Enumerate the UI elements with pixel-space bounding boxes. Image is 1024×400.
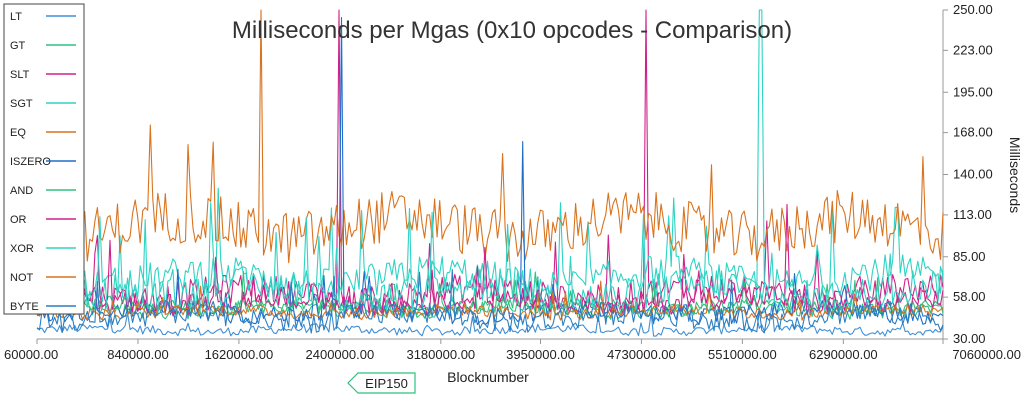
series-line-byte <box>36 268 944 334</box>
x-tick-label: 2400000.00 <box>306 347 375 362</box>
legend-label: SGT <box>10 98 33 110</box>
x-tick-label: 3950000.00 <box>506 347 575 362</box>
x-tick-label: 7060000.00 <box>952 347 1021 362</box>
y-tick-label: 195.00 <box>953 84 993 99</box>
series-line-xor <box>36 202 944 317</box>
x-tick-label: 840000.00 <box>107 347 168 362</box>
x-tick-label: 6290000.00 <box>809 347 878 362</box>
x-tick-label: 4730000.00 <box>607 347 676 362</box>
annotation-eip150[interactable]: EIP150 <box>347 372 416 394</box>
legend-label: XOR <box>10 243 34 255</box>
y-tick-label: 85.00 <box>953 249 986 264</box>
legend-label: GT <box>10 40 26 52</box>
legend-label: OR <box>10 214 27 226</box>
x-tick-label: 3180000.00 <box>406 347 475 362</box>
y-tick-label: 223.00 <box>953 42 993 57</box>
x-tick-label: 60000.00 <box>4 347 58 362</box>
y-tick-label: 250.00 <box>953 2 993 17</box>
y-tick-label: 113.00 <box>953 207 992 222</box>
y-axis-title: Milliseconds <box>1007 137 1023 213</box>
series-line-eq <box>36 9 944 264</box>
legend-label: SLT <box>10 69 30 81</box>
series-line-or <box>36 203 944 317</box>
x-tick-label: 5510000.00 <box>708 347 777 362</box>
legend-label: LT <box>10 11 22 23</box>
legend-label: EQ <box>10 127 26 139</box>
annotation-label: EIP150 <box>365 376 408 391</box>
y-tick-label: 58.00 <box>953 289 986 304</box>
x-axis-title: Blocknumber <box>447 369 529 385</box>
series-line-lt <box>36 304 944 337</box>
series-line-and <box>36 271 944 317</box>
legend-box <box>3 3 85 315</box>
legend-label: AND <box>10 185 33 197</box>
legend-label: ISZERO <box>10 156 51 168</box>
annotation-marker-shape <box>347 372 416 394</box>
chart-title: Milliseconds per Mgas (0x10 opcodes - Co… <box>232 17 792 44</box>
series-line-sgt <box>36 9 944 304</box>
y-tick-label: 140.00 <box>953 167 993 182</box>
y-tick-label: 168.00 <box>953 125 993 140</box>
x-tick-label: 1620000.00 <box>205 347 274 362</box>
y-tick-label: 30.00 <box>953 331 986 346</box>
legend-label: BYTE <box>10 301 39 313</box>
legend-label: NOT <box>10 272 34 284</box>
